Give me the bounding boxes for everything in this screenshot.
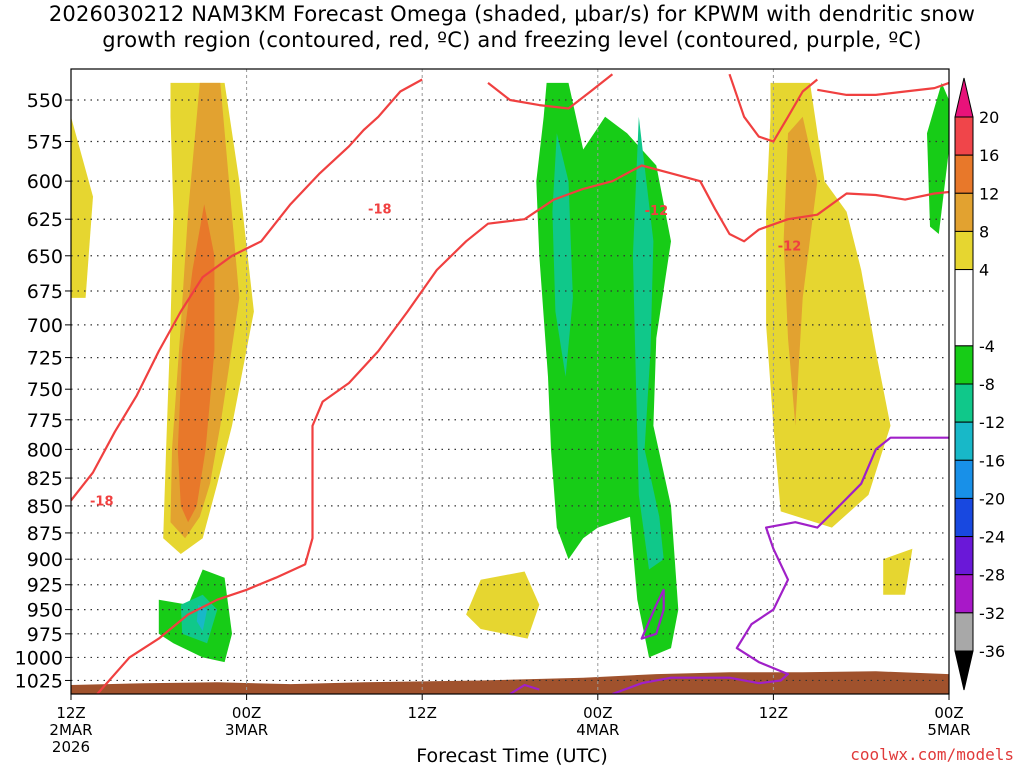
- contour-label: -12: [778, 240, 802, 255]
- contour-line-2: [487, 73, 614, 110]
- omega-region-5: [783, 116, 818, 426]
- x-tick-label: 00Z: [934, 704, 963, 722]
- colorbar-tick-label: 12: [979, 184, 999, 203]
- colorbar-tick-label: 8: [979, 222, 989, 241]
- contour-line-4: [817, 81, 949, 96]
- contour-line-6: [612, 436, 949, 694]
- y-tick-label: 1000: [15, 647, 63, 669]
- colorbar-tick-label: -28: [979, 566, 1005, 585]
- contour-line-5: [509, 683, 540, 694]
- y-tick-label: 725: [27, 348, 63, 370]
- colorbar-arrow-bottom: [954, 650, 974, 691]
- omega-region-12: [632, 116, 664, 570]
- colorbar-bin: [954, 497, 974, 538]
- colorbar-bin: [954, 612, 974, 652]
- surface-terrain: [71, 671, 949, 694]
- colorbar-tick-label: -32: [979, 604, 1005, 623]
- x-tick-label: 12Z: [56, 704, 85, 722]
- contour-line-1: [96, 164, 949, 694]
- y-tick-label: 975: [27, 624, 63, 646]
- x-tick-label: 12Z: [759, 704, 788, 722]
- contour-label: -18: [368, 203, 392, 218]
- colorbar-tick-label: -12: [979, 413, 1005, 432]
- x-tick-label: 2MAR: [49, 721, 92, 739]
- x-tick-label: 4MAR: [576, 721, 619, 739]
- y-tick-label: 850: [27, 496, 63, 518]
- colorbar-bin: [954, 269, 974, 347]
- contour-line-7: [640, 588, 665, 640]
- colorbar-tick-label: -20: [979, 489, 1005, 508]
- y-tick-label: 925: [27, 575, 63, 597]
- y-tick-label: 1025: [15, 670, 63, 692]
- omega-region-3: [177, 204, 215, 523]
- contour-label: -12: [645, 204, 669, 219]
- y-tick-label: 800: [27, 439, 63, 461]
- colorbar-tick-label: 4: [979, 261, 989, 280]
- omega-region-14: [196, 604, 208, 631]
- colorbar-tick-label: -24: [979, 528, 1005, 547]
- y-tick-label: 675: [27, 281, 63, 303]
- omega-region-0: [71, 116, 93, 298]
- y-tick-label: 950: [27, 600, 63, 622]
- x-tick-label: 5MAR: [927, 721, 970, 739]
- colorbar-tick-label: -8: [979, 375, 995, 394]
- contour-label: -18: [90, 494, 114, 509]
- x-axis-title: Forecast Time (UTC): [416, 745, 608, 767]
- chart-title-line2: growth region (contoured, red, ºC) and f…: [102, 28, 922, 52]
- x-tick-label: 00Z: [583, 704, 612, 722]
- y-tick-label: 825: [27, 468, 63, 490]
- colorbar-tick-label: -16: [979, 451, 1005, 470]
- contour-line-0: [71, 78, 423, 502]
- x-tick-label: 2026: [52, 738, 90, 756]
- colorbar-bin: [954, 574, 974, 614]
- x-tick-label: 00Z: [232, 704, 261, 722]
- colorbar-bin: [954, 536, 974, 576]
- y-tick-label: 875: [27, 523, 63, 545]
- colorbar-bin: [954, 345, 974, 385]
- plot-frame: [70, 68, 950, 695]
- x-tick-label: 12Z: [408, 704, 437, 722]
- site-credit: coolwx.com/models: [850, 745, 1014, 764]
- colorbar-tick-label: -36: [979, 642, 1005, 661]
- colorbar-bin: [954, 230, 974, 271]
- omega-region-7: [883, 548, 913, 595]
- omega-region-6: [466, 571, 540, 639]
- colorbar-bin: [954, 154, 974, 194]
- colorbar-arrow-top: [954, 77, 974, 118]
- y-tick-label: 600: [27, 171, 63, 193]
- y-tick-label: 550: [27, 90, 63, 112]
- contour-line-3: [728, 73, 818, 143]
- colorbar-tick-label: 20: [979, 108, 999, 127]
- colorbar-tick-label: 16: [979, 146, 999, 165]
- omega-region-10: [927, 82, 949, 235]
- colorbar-bin: [954, 192, 974, 232]
- colorbar-tick-label: -4: [979, 337, 995, 356]
- chart-title-line1: 2026030212 NAM3KM Forecast Omega (shaded…: [48, 2, 976, 26]
- y-tick-label: 750: [27, 379, 63, 401]
- y-tick-label: 900: [27, 549, 63, 571]
- y-tick-label: 650: [27, 246, 63, 268]
- colorbar-bin: [954, 421, 974, 461]
- y-tick-label: 575: [27, 131, 63, 153]
- colorbar-bin: [954, 383, 974, 423]
- x-tick-label: 3MAR: [225, 721, 268, 739]
- colorbar-bin: [954, 459, 974, 499]
- y-tick-label: 625: [27, 209, 63, 231]
- y-tick-label: 775: [27, 410, 63, 432]
- y-tick-label: 700: [27, 315, 63, 337]
- colorbar-bin: [954, 116, 974, 156]
